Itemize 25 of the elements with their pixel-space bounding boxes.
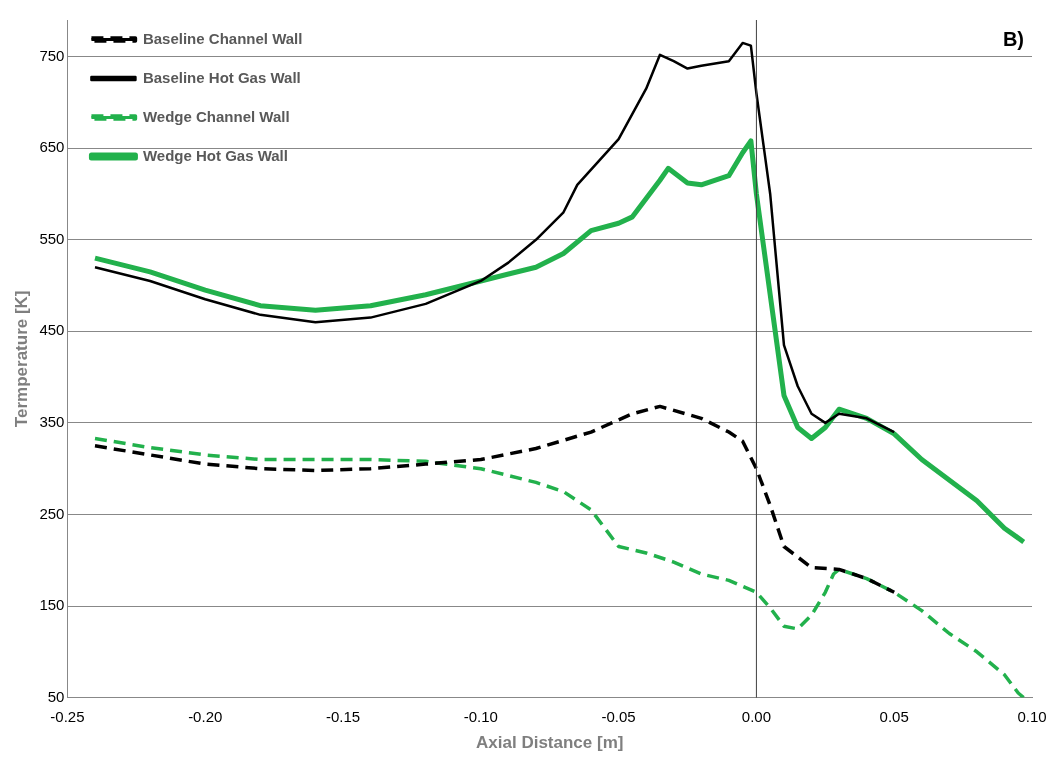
x-tick-label: -0.15	[325, 707, 361, 725]
y-tick-label: 50	[47, 687, 65, 705]
x-tick-label: 0.05	[879, 707, 909, 725]
legend-label: Baseline Channel Wall	[142, 29, 303, 47]
y-tick-label: 250	[39, 504, 65, 522]
line-series	[93, 404, 896, 595]
y-tick-label: 550	[39, 229, 65, 247]
legend-label: Baseline Hot Gas Wall	[142, 68, 301, 86]
y-axis-title: Termperature [K]	[11, 290, 31, 428]
legend-label: Wedge Channel Wall	[142, 107, 290, 125]
x-tick-label: -0.25	[50, 707, 85, 725]
annotation: B)	[1002, 28, 1024, 50]
y-tick-label: 350	[39, 413, 65, 431]
x-tick-label: 0.00	[741, 707, 772, 725]
line-series	[93, 436, 1026, 698]
x-tick-label: 0.10	[1017, 707, 1047, 725]
x-axis-title: Axial Distance [m]	[476, 733, 624, 753]
x-tick-label: -0.10	[463, 707, 498, 725]
legend-label: Wedge Hot Gas Wall	[142, 146, 288, 164]
x-tick-label: -0.20	[188, 707, 223, 725]
y-tick-label: 650	[39, 138, 65, 156]
y-tick-label: 750	[39, 46, 65, 64]
y-tick-label: 450	[39, 321, 65, 339]
y-tick-label: 150	[39, 596, 65, 614]
x-tick-label: -0.05	[601, 707, 636, 725]
